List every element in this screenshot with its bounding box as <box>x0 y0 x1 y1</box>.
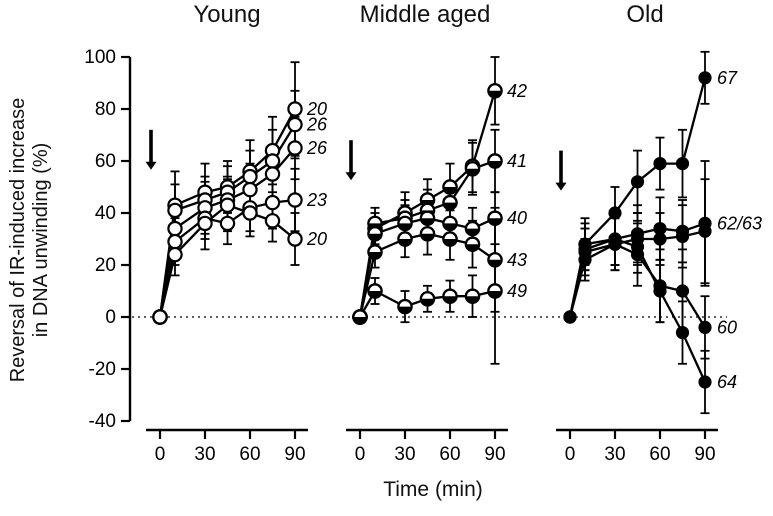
svg-text:49: 49 <box>507 281 527 301</box>
y-axis-label: Reversal of IR-induced increase in DNA u… <box>7 98 53 383</box>
svg-text:80: 80 <box>95 99 116 120</box>
svg-text:90: 90 <box>284 444 305 465</box>
svg-text:41: 41 <box>507 151 527 171</box>
svg-text:26: 26 <box>306 138 328 158</box>
svg-text:60: 60 <box>439 444 460 465</box>
svg-text:42: 42 <box>507 81 527 101</box>
y-axis-label-line1: Reversal of IR-induced increase <box>7 97 29 383</box>
panel-title-young: Young <box>193 1 261 28</box>
svg-text:0: 0 <box>105 307 116 328</box>
svg-text:0: 0 <box>155 444 166 465</box>
svg-text:62/63: 62/63 <box>717 213 762 233</box>
svg-text:30: 30 <box>394 444 415 465</box>
svg-text:100: 100 <box>84 47 116 68</box>
svg-text:64: 64 <box>717 372 737 392</box>
y-axis-label-line2: in DNA unwinding (%) <box>30 142 52 338</box>
svg-text:20: 20 <box>306 229 327 249</box>
svg-text:40: 40 <box>507 208 527 228</box>
svg-text:60: 60 <box>239 444 260 465</box>
svg-text:0: 0 <box>355 444 366 465</box>
svg-text:60: 60 <box>95 151 116 172</box>
x-axis-label: Time (min) <box>383 478 483 501</box>
svg-text:30: 30 <box>194 444 215 465</box>
svg-text:67: 67 <box>717 68 738 88</box>
svg-text:90: 90 <box>694 444 715 465</box>
svg-text:30: 30 <box>604 444 625 465</box>
svg-text:40: 40 <box>95 203 116 224</box>
svg-text:20: 20 <box>95 255 116 276</box>
panel-title-middle-aged: Middle aged <box>359 1 491 28</box>
svg-text:0: 0 <box>565 444 576 465</box>
svg-text:26: 26 <box>306 115 328 135</box>
panel-title-old: Old <box>626 1 664 28</box>
svg-text:90: 90 <box>484 444 505 465</box>
svg-text:-20: -20 <box>89 359 116 380</box>
svg-text:20: 20 <box>306 99 327 119</box>
svg-text:43: 43 <box>507 250 527 270</box>
svg-text:23: 23 <box>306 190 327 210</box>
svg-text:60: 60 <box>717 317 737 337</box>
svg-text:-40: -40 <box>89 411 116 432</box>
svg-text:60: 60 <box>649 444 670 465</box>
